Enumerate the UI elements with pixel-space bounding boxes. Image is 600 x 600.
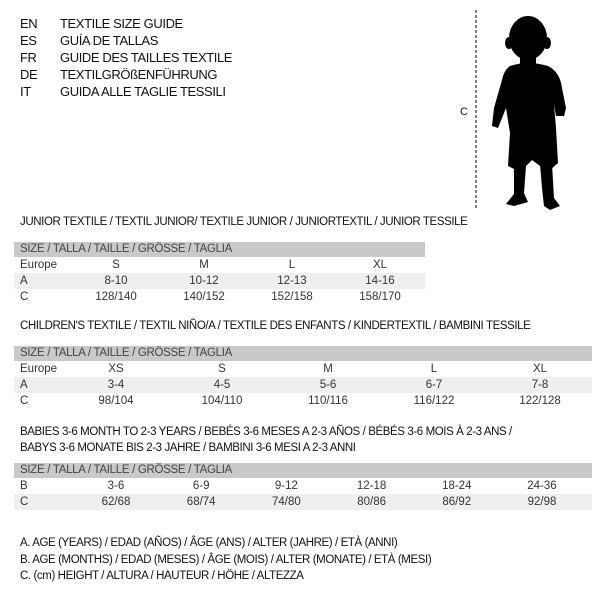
row-label: Europe [20, 363, 58, 375]
size-header-bar: SIZE / TALLA / TAILLE / GRÖSSE / TAGLIA [14, 242, 425, 257]
children-size-table: SIZE / TALLA / TAILLE / GRÖSSE / TAGLIA … [14, 346, 592, 409]
table-cell: 74/80 [272, 496, 301, 508]
header-title: TEXTILE SIZE GUIDE [60, 16, 183, 31]
baby-silhouette-icon [475, 10, 566, 210]
language-code: ES [20, 33, 37, 48]
row-label: Europe [20, 259, 58, 271]
table-cell: M [199, 259, 209, 271]
table-row: Europe XS S M L XL [14, 361, 592, 377]
table-cell: 18-24 [442, 480, 472, 492]
table-cell: 92/98 [527, 496, 557, 508]
legend-a: A. AGE (YEARS) / EDAD (AÑOS) / ÂGE (ANS)… [20, 537, 398, 549]
table-cell: XS [108, 363, 124, 375]
table-row: C 62/68 68/74 74/80 80/86 86/92 92/98 [14, 494, 592, 510]
table-row: A 3-4 4-5 5-6 6-7 7-8 [14, 377, 592, 393]
height-figure: C [460, 8, 600, 212]
junior-size-table: SIZE / TALLA / TAILLE / GRÖSSE / TAGLIA … [14, 242, 425, 305]
row-label: B [20, 480, 28, 492]
table-cell: 3-6 [107, 480, 125, 492]
table-row: C 128/140 140/152 152/158 158/170 [14, 289, 425, 305]
row-label: C [20, 291, 29, 303]
table-row: C 98/104 104/110 110/116 116/122 122/128 [14, 393, 592, 409]
height-label: C [460, 106, 468, 118]
table-row: Europe S M L XL [14, 257, 425, 273]
table-cell: 86/92 [442, 496, 472, 508]
row-label: C [20, 496, 29, 508]
table-cell: 24-36 [527, 480, 557, 492]
size-header-bar: SIZE / TALLA / TAILLE / GRÖSSE / TAGLIA [14, 463, 592, 478]
row-label: A [20, 275, 28, 287]
table-cell: 116/122 [413, 395, 455, 407]
table-cell: 9-12 [274, 480, 298, 492]
table-cell: M [323, 363, 333, 375]
table-cell: XL [372, 259, 388, 271]
table-cell: 3-4 [107, 379, 125, 391]
language-code: EN [20, 16, 38, 31]
language-code: FR [20, 50, 37, 65]
row-label: A [20, 379, 28, 391]
table-cell: 80/86 [357, 496, 386, 508]
size-header-bar: SIZE / TALLA / TAILLE / GRÖSSE / TAGLIA [14, 346, 592, 361]
table-cell: 5-6 [319, 379, 337, 391]
table-cell: 110/116 [308, 395, 348, 407]
header-title: TEXTILGRÖßENFÜHRUNG [60, 67, 218, 82]
language-code: DE [20, 67, 38, 82]
table-cell: 152/158 [271, 291, 313, 303]
table-cell: 8-10 [104, 275, 128, 287]
table-cell: 7-8 [531, 379, 549, 391]
language-code: IT [20, 84, 31, 99]
table-cell: 128/140 [95, 291, 137, 303]
legend-c: C. (cm) HEIGHT / ALTURA / HAUTEUR / HÖHE… [20, 570, 304, 582]
table-cell: 158/170 [359, 291, 401, 303]
header-title: GUIDA ALLE TAGLIE TESSILI [60, 84, 226, 99]
table-cell: 62/68 [101, 496, 131, 508]
table-cell: 122/128 [519, 395, 561, 407]
table-cell: 140/152 [183, 291, 225, 303]
table-row: A 8-10 10-12 12-13 14-16 [14, 273, 425, 289]
table-cell: 6-9 [192, 480, 210, 492]
table-cell: 10-12 [189, 275, 219, 287]
table-cell: 6-7 [425, 379, 443, 391]
table-cell: 98/104 [98, 395, 134, 407]
table-cell: 12-13 [277, 275, 307, 287]
junior-table-title: JUNIOR TEXTILE / TEXTIL JUNIOR/ TEXTILE … [20, 216, 468, 228]
table-cell: L [288, 259, 296, 271]
table-cell: L [430, 363, 438, 375]
babies-table-title-line2: BABYS 3-6 MONATE BIS 2-3 JAHRE / BAMBINI… [20, 442, 356, 454]
babies-table-title: BABIES 3-6 MONTH TO 2-3 YEARS / BEBÉS 3-… [20, 426, 512, 438]
table-cell: 4-5 [213, 379, 231, 391]
table-row: B 3-6 6-9 9-12 12-18 18-24 24-36 [14, 478, 592, 494]
legend-b: B. AGE (MONTHS) / EDAD (MESES) / ÂGE (MO… [20, 554, 432, 566]
table-cell: 12-18 [356, 480, 387, 492]
header-title: GUIDE DES TAILLES TEXTILE [60, 50, 233, 65]
table-cell: 104/110 [201, 395, 243, 407]
header-title: GUÍA DE TALLAS [60, 33, 158, 48]
table-cell: 14-16 [365, 275, 395, 287]
babies-size-table: SIZE / TALLA / TAILLE / GRÖSSE / TAGLIA … [14, 463, 592, 510]
table-cell: 68/74 [186, 496, 216, 508]
table-cell: XL [532, 363, 548, 375]
children-table-title: CHILDREN'S TEXTILE / TEXTIL NIÑO/A / TEX… [20, 320, 531, 332]
row-label: C [20, 395, 29, 407]
table-cell: S [218, 363, 226, 375]
table-cell: S [112, 259, 120, 271]
